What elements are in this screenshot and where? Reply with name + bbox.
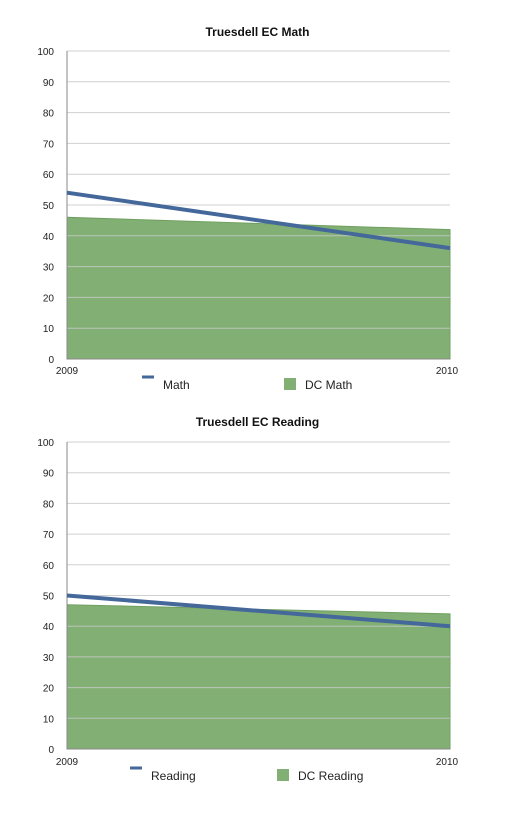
legend-label: DC Reading xyxy=(298,769,363,783)
x-tick-label: 2009 xyxy=(56,366,79,377)
y-tick-label: 50 xyxy=(43,201,55,212)
legend-swatch-area xyxy=(284,378,296,390)
legend-label: DC Math xyxy=(305,378,352,392)
y-tick-label: 50 xyxy=(43,592,55,603)
y-tick-label: 90 xyxy=(43,78,55,89)
line-series-reading xyxy=(66,593,451,629)
y-tick-label: 100 xyxy=(37,438,54,449)
x-tick-label: 2009 xyxy=(56,757,79,768)
y-tick-label: 40 xyxy=(43,232,55,243)
y-tick-label: 10 xyxy=(43,324,55,335)
y-tick-label: 90 xyxy=(43,469,55,480)
y-tick-label: 60 xyxy=(43,561,55,572)
line-series-math xyxy=(66,190,451,251)
y-tick-label: 100 xyxy=(37,47,54,58)
y-tick-label: 0 xyxy=(48,355,54,366)
chart-title: Truesdell EC Math xyxy=(205,25,309,39)
legend-swatch-area xyxy=(277,769,289,781)
y-tick-label: 30 xyxy=(43,263,55,274)
y-tick-label: 80 xyxy=(43,499,55,510)
y-tick-label: 70 xyxy=(43,530,55,541)
legend-label: Math xyxy=(163,378,190,392)
y-tick-label: 20 xyxy=(43,684,55,695)
y-tick-label: 40 xyxy=(43,622,55,633)
legend-label: Reading xyxy=(151,769,196,783)
y-tick-label: 70 xyxy=(43,139,55,150)
x-tick-label: 2010 xyxy=(436,366,459,377)
y-tick-label: 0 xyxy=(48,745,54,756)
y-tick-label: 10 xyxy=(43,714,55,725)
x-tick-label: 2010 xyxy=(436,757,459,768)
chart-2: Truesdell EC Reading 0 10 20 30 40 50 60 70 80 90 1… xyxy=(37,415,458,783)
y-tick-label: 30 xyxy=(43,653,55,664)
chart-title: Truesdell EC Reading xyxy=(196,415,319,429)
y-tick-label: 80 xyxy=(43,109,55,120)
chart-1: Truesdell EC Math 0 10 20 30 40 50 60 70 80 90 100 2… xyxy=(37,25,458,392)
y-tick-label: 20 xyxy=(43,293,55,304)
y-tick-label: 60 xyxy=(43,170,55,181)
